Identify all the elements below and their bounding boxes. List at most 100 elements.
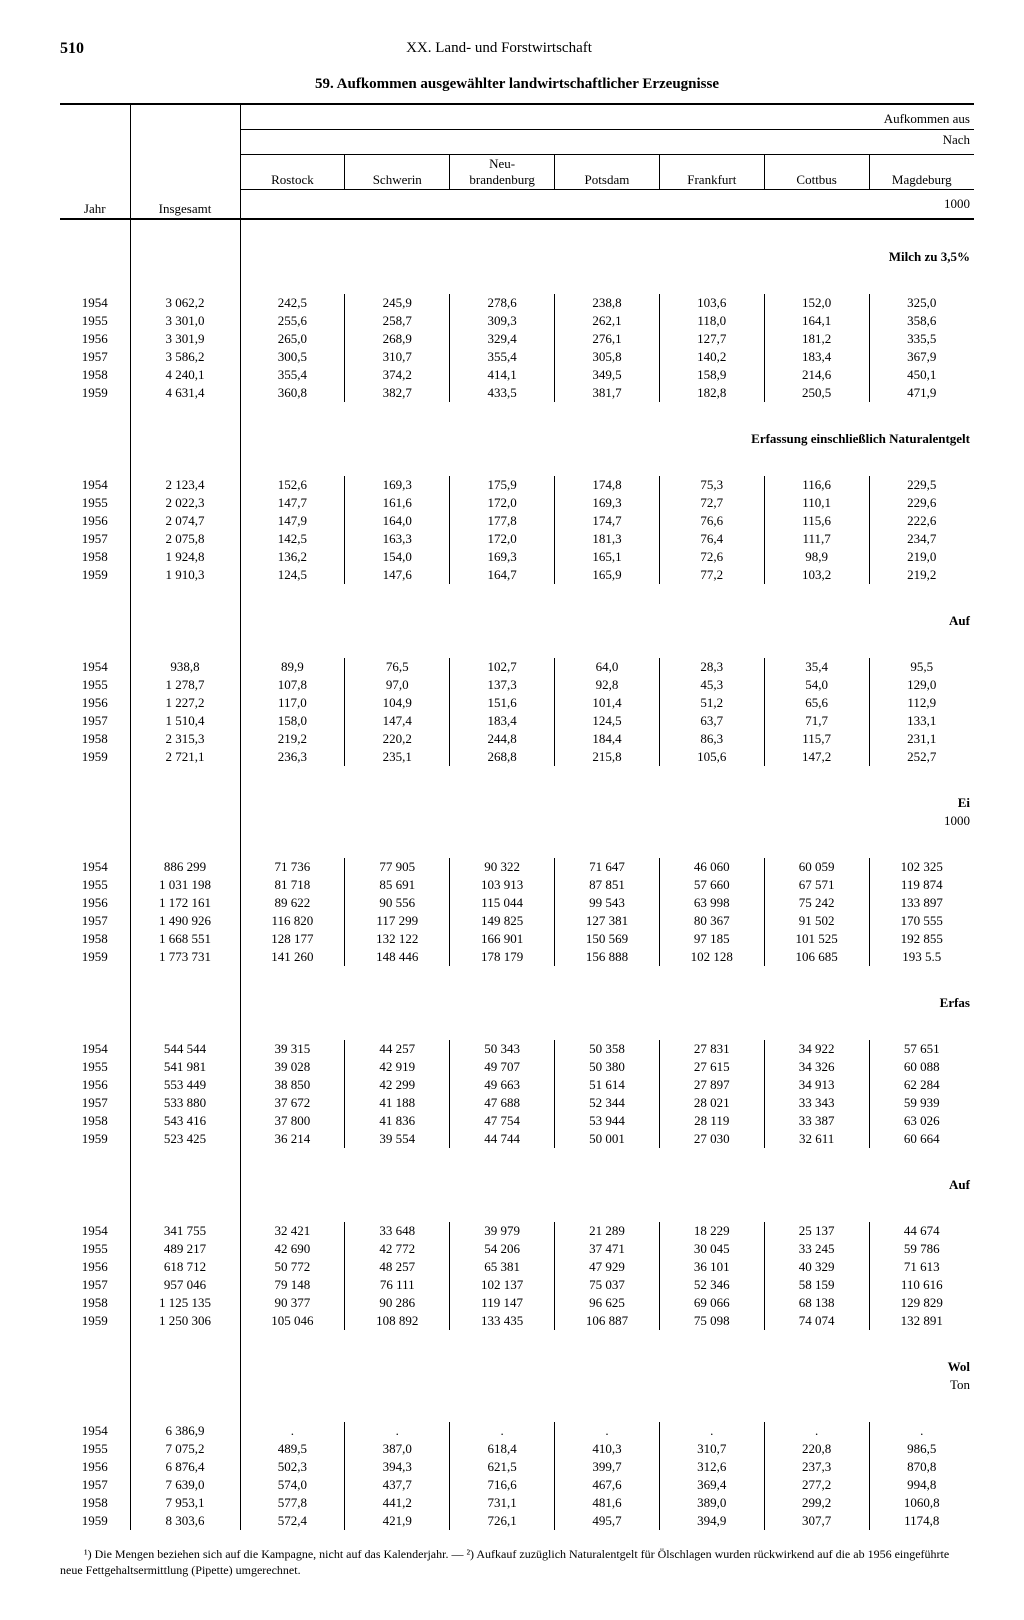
table-row: 1957533 88037 67241 18847 68852 34428 02… (60, 1094, 974, 1112)
cell-value: 355,4 (240, 366, 345, 384)
table-row: 1957957 04679 14876 111102 13775 03752 3… (60, 1276, 974, 1294)
cell-value: 726,1 (450, 1512, 555, 1530)
cell-value: 71 647 (555, 858, 660, 876)
cell-value: 1174,8 (869, 1512, 974, 1530)
cell-value: 481,6 (555, 1494, 660, 1512)
cell-value: 299,2 (764, 1494, 869, 1512)
cell-value: 89 622 (240, 894, 345, 912)
cell-value: 215,8 (555, 748, 660, 766)
cell-value: 64,0 (555, 658, 660, 676)
cell-value: 79 148 (240, 1276, 345, 1294)
table-row: 19561 227,2117,0104,9151,6101,451,265,61… (60, 694, 974, 712)
cell-total: 2 022,3 (130, 494, 240, 512)
cell-value: 147,2 (764, 748, 869, 766)
cell-value: 46 060 (659, 858, 764, 876)
cell-total: 523 425 (130, 1130, 240, 1148)
cell-year: 1955 (60, 876, 130, 894)
cell-value: . (764, 1422, 869, 1440)
col-header-rostock: Rostock (240, 155, 345, 190)
cell-value: 106 685 (764, 948, 869, 966)
unit-header: 1000 (240, 190, 974, 220)
cell-total: 3 586,2 (130, 348, 240, 366)
cell-value: 229,5 (869, 476, 974, 494)
cell-value: 150 569 (555, 930, 660, 948)
cell-total: 533 880 (130, 1094, 240, 1112)
section-label-text: Erfassung einschließlich Naturalentgelt (240, 430, 974, 448)
cell-value: 184,4 (555, 730, 660, 748)
cell-year: 1954 (60, 1222, 130, 1240)
cell-value: 245,9 (345, 294, 450, 312)
cell-total: 1 278,7 (130, 676, 240, 694)
cell-value: 30 045 (659, 1240, 764, 1258)
cell-total: 7 075,2 (130, 1440, 240, 1458)
cell-value: 32 421 (240, 1222, 345, 1240)
cell-value: 495,7 (555, 1512, 660, 1530)
cell-year: 1957 (60, 530, 130, 548)
cell-value: 268,9 (345, 330, 450, 348)
cell-value: 60 088 (869, 1058, 974, 1076)
cell-value: 621,5 (450, 1458, 555, 1476)
cell-value: 34 922 (764, 1040, 869, 1058)
cell-year: 1956 (60, 894, 130, 912)
cell-value: 27 897 (659, 1076, 764, 1094)
cell-value: 92,8 (555, 676, 660, 694)
cell-value: 48 257 (345, 1258, 450, 1276)
cell-value: 252,7 (869, 748, 974, 766)
cell-value: 72,7 (659, 494, 764, 512)
cell-value: 63,7 (659, 712, 764, 730)
cell-year: 1955 (60, 312, 130, 330)
cell-value: 119 874 (869, 876, 974, 894)
table-row: 1956553 44938 85042 29949 66351 61427 89… (60, 1076, 974, 1094)
cell-total: 1 250 306 (130, 1312, 240, 1330)
cell-value: 112,9 (869, 694, 974, 712)
cell-value: 52 346 (659, 1276, 764, 1294)
cell-value: 37 471 (555, 1240, 660, 1258)
cell-value: 39 315 (240, 1040, 345, 1058)
cell-value: 75 242 (764, 894, 869, 912)
cell-year: 1954 (60, 1040, 130, 1058)
cell-value: 39 028 (240, 1058, 345, 1076)
cell-value: 59 939 (869, 1094, 974, 1112)
cell-value: 399,7 (555, 1458, 660, 1476)
sub-header: Nach (240, 130, 974, 155)
cell-value: 65,6 (764, 694, 869, 712)
cell-value: 716,6 (450, 1476, 555, 1494)
cell-value: 102 128 (659, 948, 764, 966)
cell-value: 76,4 (659, 530, 764, 548)
cell-value: 133,1 (869, 712, 974, 730)
cell-total: 938,8 (130, 658, 240, 676)
cell-value: 106 887 (555, 1312, 660, 1330)
cell-year: 1958 (60, 1294, 130, 1312)
cell-total: 6 876,4 (130, 1458, 240, 1476)
cell-year: 1954 (60, 476, 130, 494)
cell-value: 96 625 (555, 1294, 660, 1312)
cell-value: 42 299 (345, 1076, 450, 1094)
cell-value: 42 690 (240, 1240, 345, 1258)
cell-value: 110 616 (869, 1276, 974, 1294)
cell-value: 183,4 (764, 348, 869, 366)
cell-value: 142,5 (240, 530, 345, 548)
cell-value: 37 672 (240, 1094, 345, 1112)
cell-value: 161,6 (345, 494, 450, 512)
cell-value: 68 138 (764, 1294, 869, 1312)
cell-value: 102 137 (450, 1276, 555, 1294)
cell-value: 238,8 (555, 294, 660, 312)
table-row: 19582 315,3219,2220,2244,8184,486,3115,7… (60, 730, 974, 748)
section-sublabel-text: Ton (240, 1376, 974, 1394)
section-label-text: Wol (240, 1358, 974, 1376)
cell-value: 618,4 (450, 1440, 555, 1458)
cell-year: 1954 (60, 1422, 130, 1440)
section-label: Erfas (60, 994, 974, 1012)
col-header-potsdam: Potsdam (555, 155, 660, 190)
cell-value: 28,3 (659, 658, 764, 676)
cell-value: 124,5 (555, 712, 660, 730)
table-row: 19577 639,0574,0437,7716,6467,6369,4277,… (60, 1476, 974, 1494)
cell-value: 36 214 (240, 1130, 345, 1148)
cell-value: 731,1 (450, 1494, 555, 1512)
cell-value: 307,7 (764, 1512, 869, 1530)
cell-year: 1955 (60, 494, 130, 512)
cell-value: 235,1 (345, 748, 450, 766)
cell-value: 132 122 (345, 930, 450, 948)
section-sublabel-text: 1000 (240, 812, 974, 830)
cell-value: 156 888 (555, 948, 660, 966)
